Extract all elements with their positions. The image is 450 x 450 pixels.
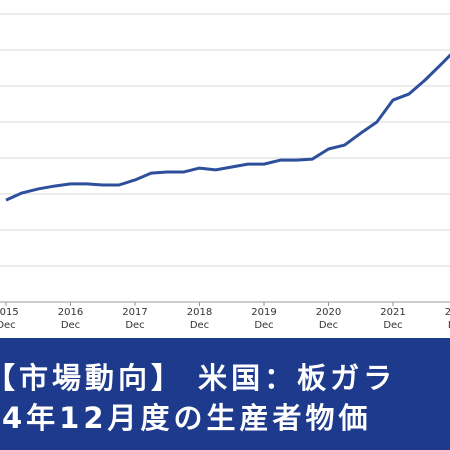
x-tick-label: 2022 <box>445 307 450 318</box>
x-tick-label: Dec <box>319 320 338 331</box>
x-tick-label: 2015 <box>0 307 19 318</box>
x-tick-label: Dec <box>125 320 144 331</box>
x-tick-label: 2016 <box>58 307 83 318</box>
headline: 4年12月度の生産者物価 <box>2 401 372 435</box>
x-tick-label: 2021 <box>380 307 405 318</box>
x-tick-label: 2017 <box>122 307 147 318</box>
x-tick-label: 2020 <box>316 307 341 318</box>
x-tick-label: Dec <box>61 320 80 331</box>
x-tick-label: 2018 <box>187 307 212 318</box>
x-tick-label: Dec <box>383 320 402 331</box>
x-tick-label: Dec <box>448 320 450 331</box>
x-tick-label: Dec <box>0 320 16 331</box>
x-tick-label: 2019 <box>251 307 276 318</box>
banner <box>0 338 450 450</box>
headline: 【市場動向】 米国：板ガラ <box>0 361 396 395</box>
x-tick-label: Dec <box>254 320 273 331</box>
data-line <box>5 53 450 202</box>
x-tick-label: Dec <box>190 320 209 331</box>
